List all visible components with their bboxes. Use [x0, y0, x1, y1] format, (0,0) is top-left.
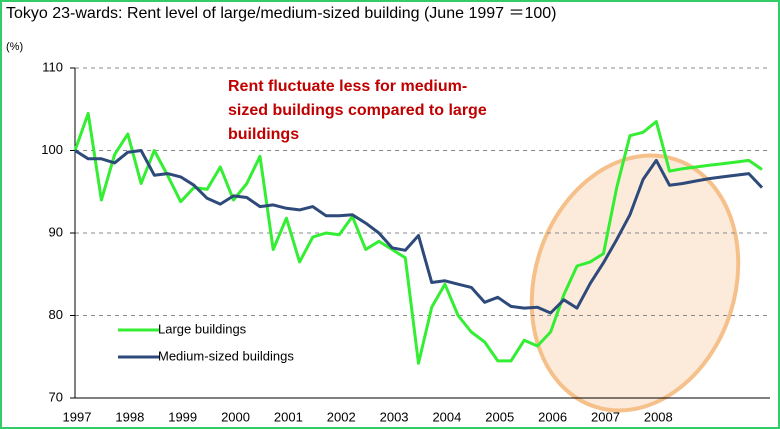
- x-tick-label: 1997: [63, 409, 92, 424]
- annotation: sized buildings compared to large: [228, 102, 487, 119]
- x-tick-label: 1999: [168, 409, 197, 424]
- line-series: [73, 111, 763, 365]
- chart-title: Tokyo 23-wards: Rent level of large/medi…: [6, 5, 557, 22]
- y-tick-label: 100: [41, 142, 63, 157]
- x-tick-label: 2006: [538, 409, 567, 424]
- y-tick-label: 90: [49, 224, 63, 239]
- legend-label: Medium-sized buildings: [158, 348, 294, 363]
- y-tick-label: 110: [42, 59, 63, 74]
- y-axis-label: (%): [6, 41, 23, 53]
- x-tick-label: 2002: [327, 409, 356, 424]
- legend-label: Large buildings: [158, 321, 247, 336]
- y-tick-label: 80: [49, 307, 63, 322]
- x-tick-label: 2005: [485, 409, 514, 424]
- annotation: Rent fluctuate less for medium-: [228, 78, 467, 95]
- x-tick-label: 2007: [591, 409, 620, 424]
- x-tick-label: 1998: [115, 409, 144, 424]
- x-tick-label: 2001: [274, 409, 303, 424]
- y-tick-label: 70: [49, 389, 63, 404]
- x-tick-label: 2008: [644, 409, 673, 424]
- line-series: [74, 149, 764, 315]
- x-tick-label: 2003: [380, 409, 409, 424]
- x-tick-label: 2004: [432, 409, 461, 424]
- annotation: buildings: [228, 126, 299, 143]
- x-tick-label: 2000: [221, 409, 250, 424]
- highlight-ellipse: [529, 153, 741, 413]
